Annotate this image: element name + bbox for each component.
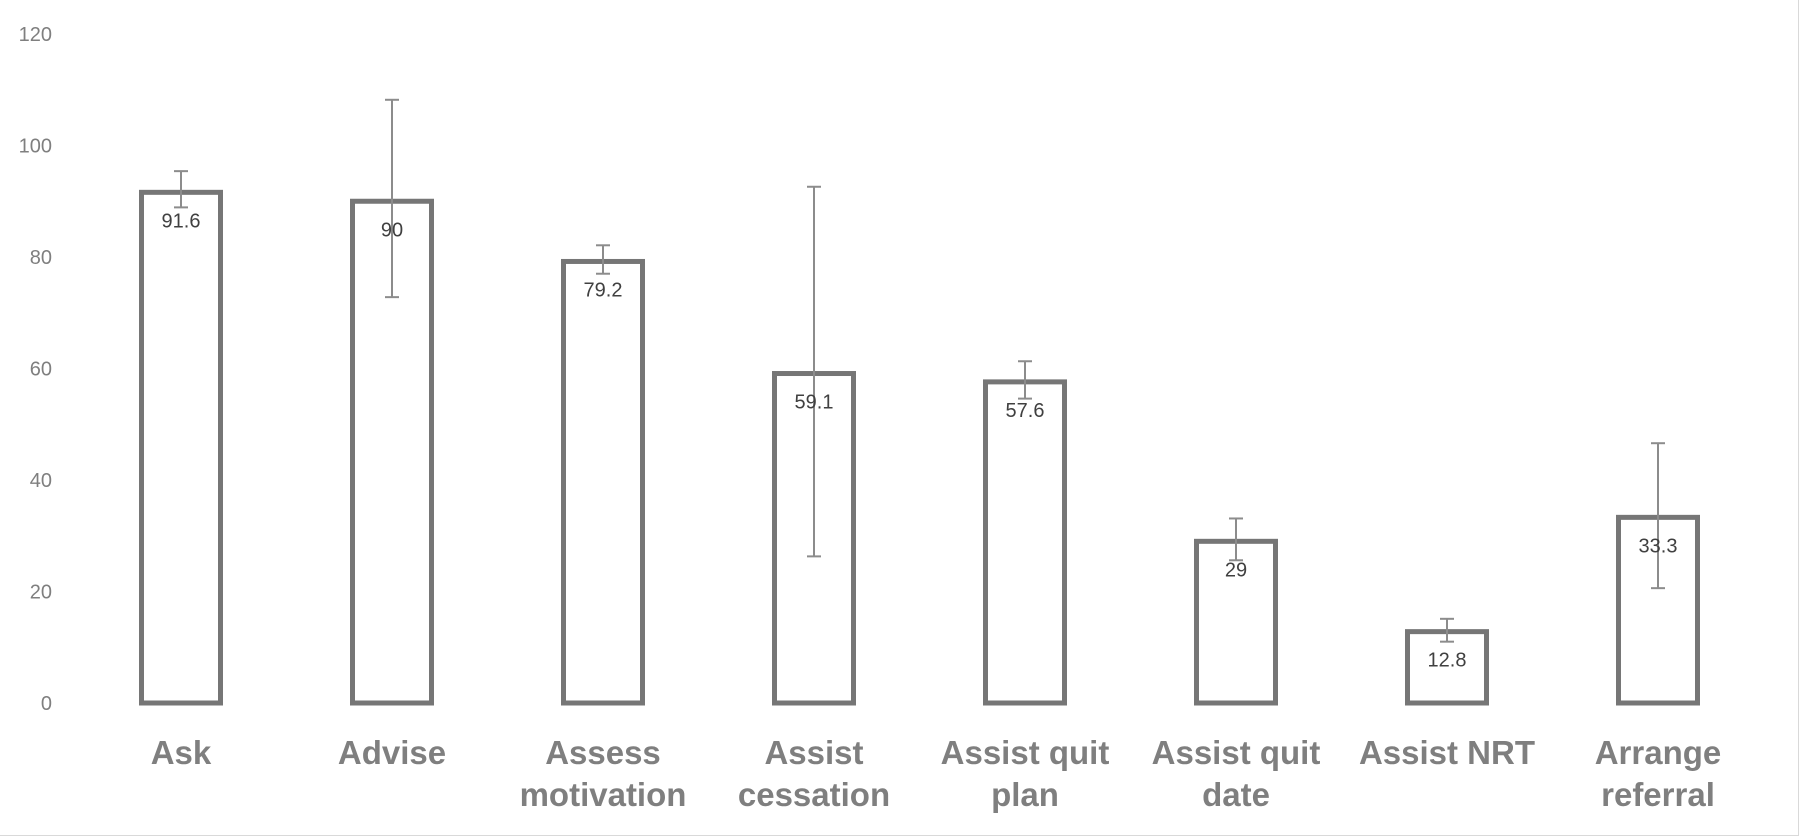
y-tick-label: 0 [41, 693, 52, 715]
x-category-label: Assist [764, 734, 863, 771]
error-bar [807, 185, 821, 558]
x-category-label: Assist quit [1152, 734, 1321, 771]
error-bar [1651, 442, 1665, 590]
x-category-label: Assist NRT [1359, 734, 1535, 771]
error-bar [174, 170, 188, 209]
bar [1405, 629, 1489, 706]
x-category-label: Ask [151, 734, 212, 771]
bar [561, 258, 645, 706]
y-tick-label: 60 [30, 359, 52, 381]
data-label: 57.6 [1006, 400, 1045, 422]
x-category-label: plan [991, 776, 1059, 813]
x-category-label: referral [1601, 776, 1715, 813]
data-label: 79.2 [584, 279, 623, 301]
data-label: 91.6 [162, 210, 201, 232]
x-category-label: Assist quit [941, 734, 1110, 771]
y-tick-label: 20 [30, 582, 52, 604]
x-category-label: Advise [338, 734, 446, 771]
y-axis: 0 20 40 60 80 100 120 [19, 24, 52, 715]
bar [139, 189, 223, 706]
bar [983, 379, 1067, 706]
data-label: 90 [381, 219, 403, 241]
error-bar [385, 98, 399, 299]
error-bar [596, 244, 610, 275]
error-bar [1229, 517, 1243, 562]
data-label: 59.1 [795, 392, 834, 414]
y-tick-label: 120 [19, 24, 52, 46]
y-tick-label: 100 [19, 136, 52, 158]
data-label: 33.3 [1639, 535, 1678, 557]
bars-group [139, 189, 1700, 706]
x-category-label: cessation [738, 776, 890, 813]
y-tick-label: 80 [30, 247, 52, 269]
data-labels-group: 91.6 90 79.2 59.1 57.6 29 12.8 33.3 [162, 210, 1678, 671]
error-bars-group [174, 98, 1665, 643]
x-category-label: Arrange [1595, 734, 1722, 771]
y-tick-label: 40 [30, 470, 52, 492]
error-bar [1018, 360, 1032, 400]
data-label: 29 [1225, 559, 1247, 581]
data-label: 12.8 [1428, 650, 1467, 672]
x-category-label: date [1202, 776, 1270, 813]
x-axis: Ask Advise Assess motivation Assist cessation… [151, 734, 1722, 813]
error-bar [1440, 617, 1454, 643]
x-category-label: Assess [545, 734, 661, 771]
x-category-label: motivation [520, 776, 687, 813]
